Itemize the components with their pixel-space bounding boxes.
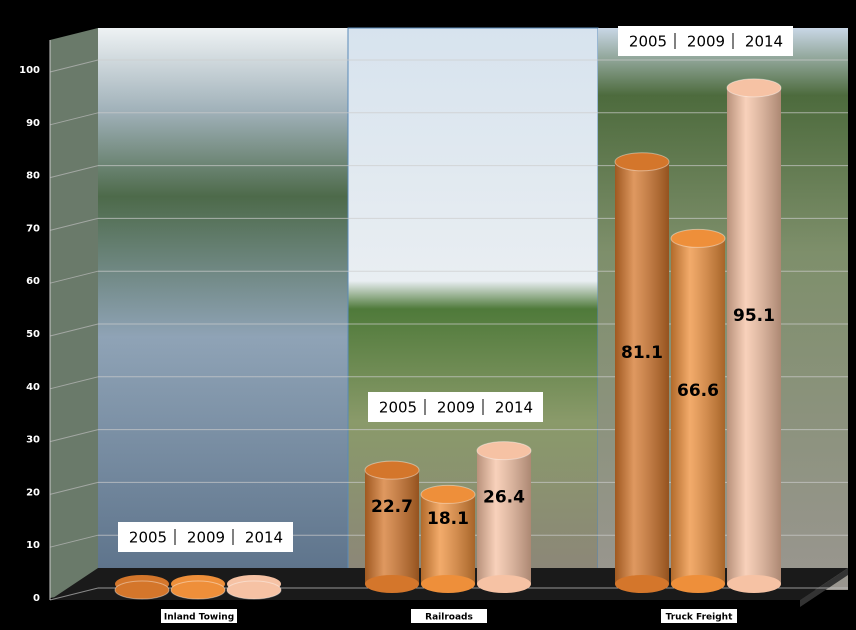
bar-top xyxy=(364,460,420,480)
bar-bottom xyxy=(671,575,725,593)
grid-line xyxy=(49,323,99,337)
grid-line xyxy=(49,587,99,601)
bar-top xyxy=(170,580,226,600)
x-tick-label: Railroads xyxy=(425,613,473,623)
side-wall xyxy=(50,28,98,598)
grid-line xyxy=(49,217,99,231)
bar-shade xyxy=(615,161,669,585)
y-tick-label: 70 xyxy=(26,223,40,234)
bar-top xyxy=(420,484,476,504)
y-tick-label: 50 xyxy=(26,329,40,340)
y-tick-label: 80 xyxy=(26,171,40,182)
y-tick-label: 100 xyxy=(19,65,40,76)
series-label: 2005 xyxy=(629,33,667,51)
series-label: 2009 xyxy=(187,529,225,547)
bar-shade xyxy=(477,450,531,584)
data-label: 95.1 xyxy=(733,306,775,326)
series-label: 2014 xyxy=(495,399,533,417)
bar-top xyxy=(670,228,726,248)
y-tick-label: 40 xyxy=(26,382,40,393)
grid-line xyxy=(49,534,99,548)
grid-line xyxy=(49,112,99,126)
x-tick-label: Inland Towing xyxy=(164,613,234,623)
category-label-box xyxy=(161,609,237,623)
series-label: 2005 xyxy=(129,529,167,547)
series-label: 2005 xyxy=(379,399,417,417)
bar-shade xyxy=(671,238,725,585)
bar-bottom xyxy=(421,575,475,593)
y-tick-label: 20 xyxy=(26,487,40,498)
y-tick-label: 90 xyxy=(26,118,40,129)
bar-bottom xyxy=(477,575,531,593)
bar-shade xyxy=(727,87,781,584)
bar-top xyxy=(226,580,282,600)
series-label: 2009 xyxy=(437,399,475,417)
bar-top xyxy=(114,580,170,600)
grid-line xyxy=(49,376,99,390)
bar-shade xyxy=(421,494,475,584)
data-label: 18.1 xyxy=(427,509,469,529)
bar-bottom xyxy=(365,575,419,593)
grid-line xyxy=(49,429,99,443)
grid-line xyxy=(49,59,99,73)
bar-shade xyxy=(365,470,419,584)
x-tick-label: Truck Freight xyxy=(666,613,733,623)
data-label: 81.1 xyxy=(621,343,663,363)
bar-top xyxy=(614,152,670,172)
category-label-box xyxy=(411,609,487,623)
category-label-box xyxy=(661,609,737,623)
series-label: 2014 xyxy=(245,529,283,547)
series-label-box xyxy=(118,522,293,552)
series-label: 2009 xyxy=(687,33,725,51)
grid-line xyxy=(49,270,99,284)
grid-line xyxy=(49,165,99,179)
series-label-box xyxy=(368,392,543,422)
bar-top xyxy=(726,78,782,98)
y-tick-label: 30 xyxy=(26,435,40,446)
bar-bottom xyxy=(615,575,669,593)
bar-bottom xyxy=(727,575,781,593)
data-label: 66.6 xyxy=(677,381,719,401)
data-label: 22.7 xyxy=(371,497,413,517)
series-label-box xyxy=(618,26,793,56)
bar-top xyxy=(476,441,532,461)
y-tick-label: 0 xyxy=(33,593,40,604)
series-label: 2014 xyxy=(745,33,783,51)
panel-photo xyxy=(98,28,348,590)
y-tick-label: 10 xyxy=(26,540,40,551)
grid-line xyxy=(49,481,99,495)
y-tick-label: 60 xyxy=(26,276,40,287)
data-label: 26.4 xyxy=(483,487,525,507)
